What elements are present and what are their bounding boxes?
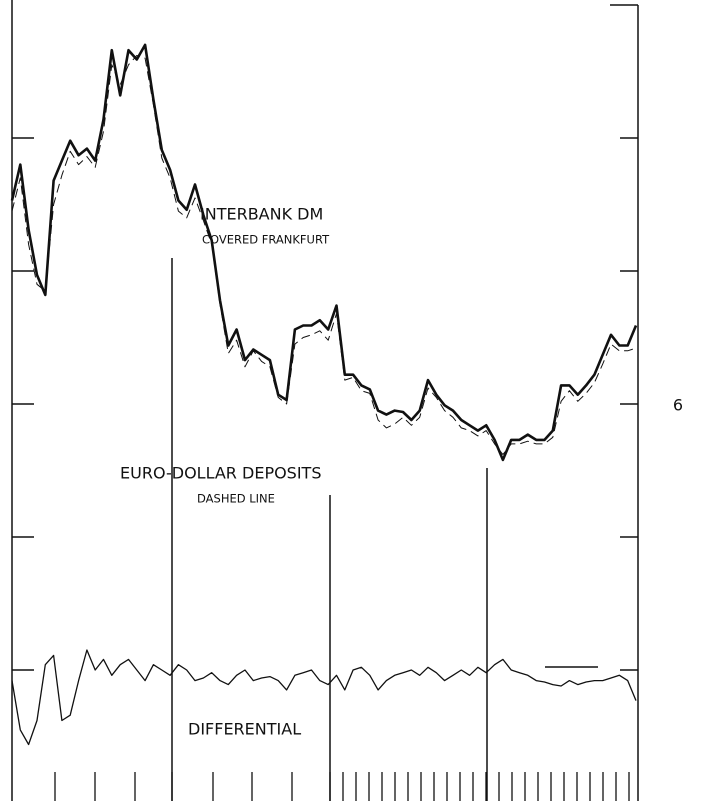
series-line <box>11 649 637 746</box>
series-label: INTERBANK DM <box>200 205 323 224</box>
series-note: DASHED LINE <box>197 492 275 506</box>
series-note: COVERED FRANKFURT <box>202 233 330 247</box>
series-label: EURO-DOLLAR DEPOSITS <box>120 464 321 483</box>
frame <box>11 0 639 801</box>
series-line <box>10 43 638 462</box>
series-label: DIFFERENTIAL <box>188 720 301 739</box>
series-line <box>11 55 637 455</box>
y-tick-label: 6 <box>673 396 683 415</box>
